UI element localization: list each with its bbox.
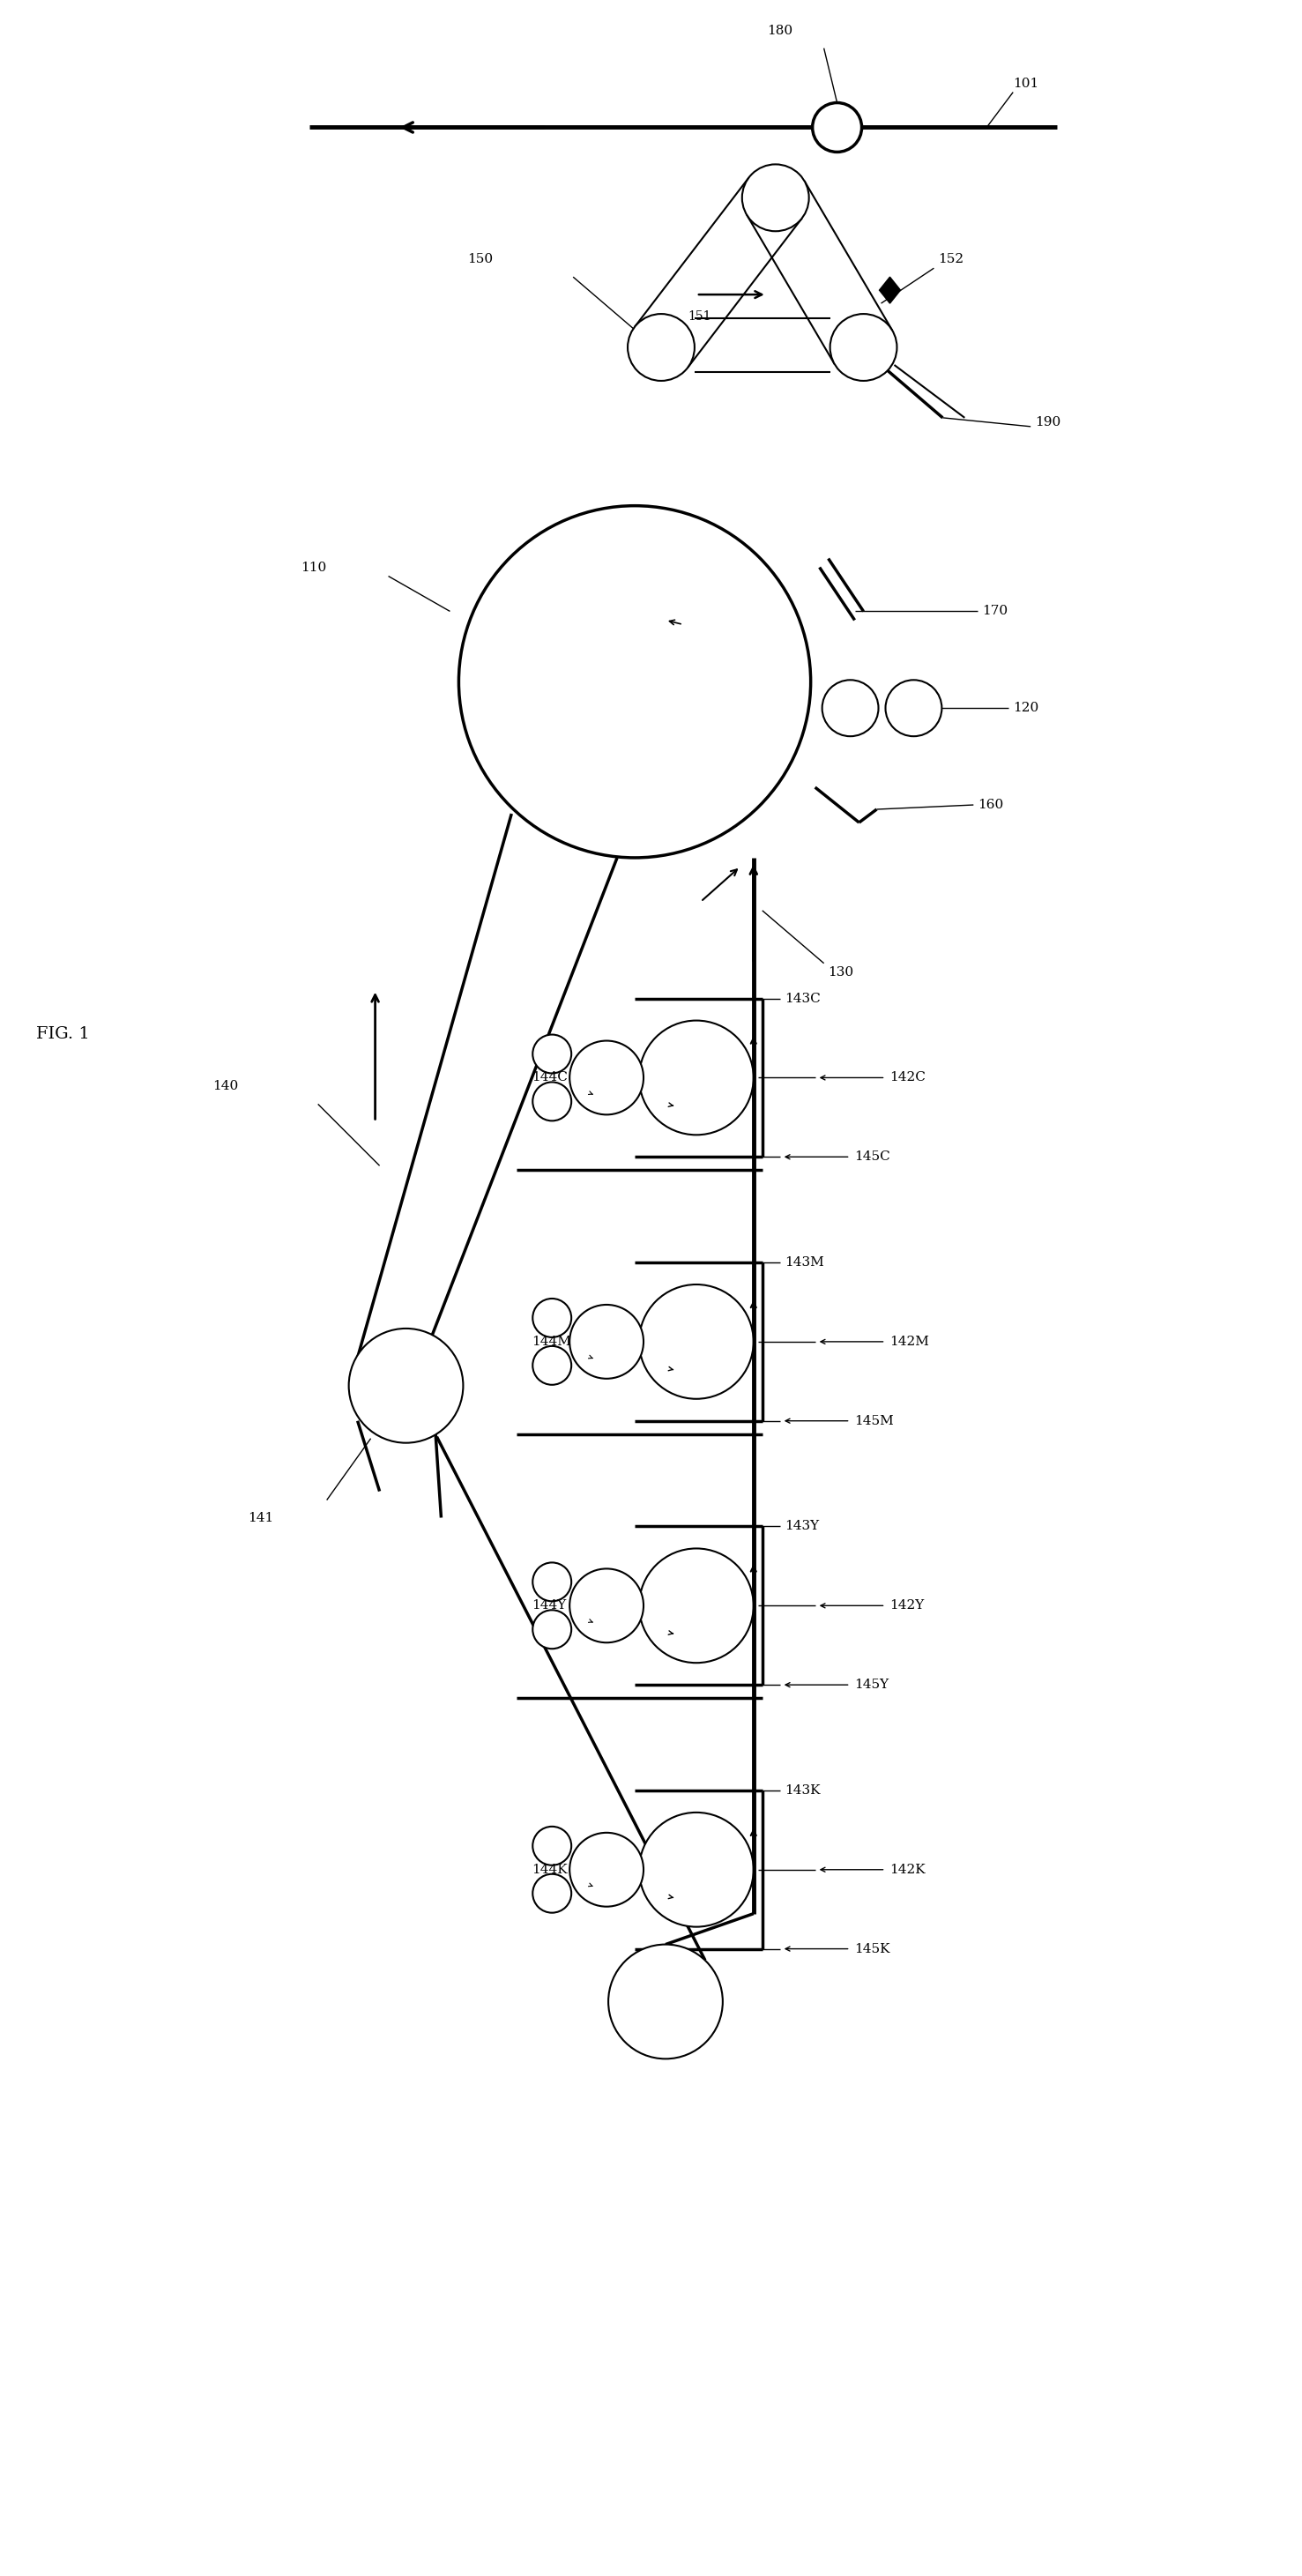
Text: 142K: 142K [889,1862,926,1875]
Circle shape [533,1826,572,1865]
Text: 190: 190 [1035,415,1061,428]
Circle shape [742,165,809,232]
Text: 141: 141 [247,1512,273,1525]
Circle shape [533,1873,572,1914]
Text: 143M: 143M [784,1257,824,1267]
Circle shape [885,680,941,737]
Circle shape [639,1285,754,1399]
Polygon shape [879,278,901,304]
Text: 120: 120 [1013,701,1039,714]
Circle shape [533,1082,572,1121]
Circle shape [533,1298,572,1337]
Text: 144M: 144M [531,1334,572,1347]
Text: 145K: 145K [854,1942,891,1955]
Text: 130: 130 [828,966,854,979]
Text: 151: 151 [687,309,711,322]
Circle shape [628,314,694,381]
Text: 140: 140 [212,1079,238,1092]
Text: 145C: 145C [854,1151,891,1162]
Circle shape [608,1945,723,2058]
Circle shape [822,680,879,737]
Text: 110: 110 [301,562,327,574]
Text: 142C: 142C [889,1072,926,1084]
Text: 144C: 144C [531,1072,568,1084]
Text: 144Y: 144Y [531,1600,566,1613]
Text: 143Y: 143Y [784,1520,819,1533]
Text: 143K: 143K [784,1785,820,1795]
Circle shape [569,1303,643,1378]
Text: 170: 170 [982,605,1008,618]
Circle shape [533,1347,572,1386]
Text: 101: 101 [1013,77,1039,90]
Circle shape [533,1036,572,1074]
Text: 150: 150 [467,252,493,265]
Text: 142M: 142M [889,1334,930,1347]
Text: 143C: 143C [784,992,820,1005]
Circle shape [639,1020,754,1136]
Circle shape [569,1569,643,1643]
Text: 152: 152 [939,252,963,265]
Circle shape [569,1832,643,1906]
Circle shape [639,1814,754,1927]
Circle shape [831,314,897,381]
Text: 180: 180 [767,23,793,36]
Circle shape [639,1548,754,1664]
Text: 145Y: 145Y [854,1680,889,1690]
Circle shape [458,505,811,858]
Circle shape [533,1610,572,1649]
Text: 144K: 144K [531,1862,568,1875]
Circle shape [812,103,862,152]
Text: FIG. 1: FIG. 1 [36,1025,90,1041]
Circle shape [533,1564,572,1602]
Text: 160: 160 [978,799,1004,811]
Circle shape [349,1329,464,1443]
Text: 145M: 145M [854,1414,894,1427]
Text: 142Y: 142Y [889,1600,924,1613]
Circle shape [569,1041,643,1115]
